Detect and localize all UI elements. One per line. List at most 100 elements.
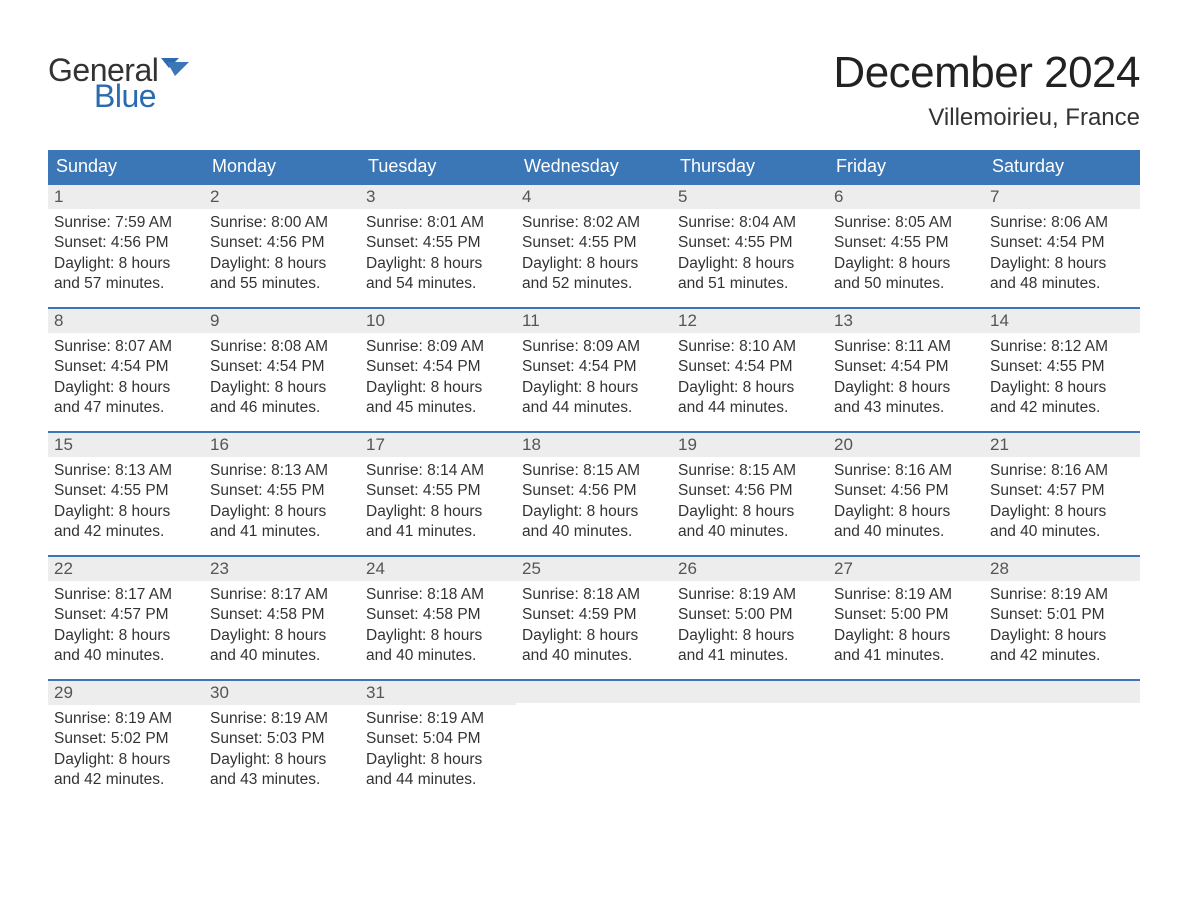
day-details: Sunrise: 8:13 AMSunset: 4:55 PMDaylight:… xyxy=(48,457,204,549)
sunset-line: Sunset: 5:04 PM xyxy=(366,729,510,749)
daylight-line: and 40 minutes. xyxy=(210,646,354,666)
daylight-line: Daylight: 8 hours xyxy=(990,254,1134,274)
sunrise-line: Sunrise: 7:59 AM xyxy=(54,213,198,233)
day-details: Sunrise: 8:09 AMSunset: 4:54 PMDaylight:… xyxy=(360,333,516,425)
sunset-line: Sunset: 4:56 PM xyxy=(678,481,822,501)
sunrise-line: Sunrise: 8:19 AM xyxy=(834,585,978,605)
calendar-day-cell: 1Sunrise: 7:59 AMSunset: 4:56 PMDaylight… xyxy=(48,183,204,307)
month-title: December 2024 xyxy=(833,48,1140,98)
daylight-line: and 40 minutes. xyxy=(522,646,666,666)
calendar-day-cell: 19 Sunrise: 8:15 AMSunset: 4:56 PMDayligh… xyxy=(672,431,828,555)
daylight-line: Daylight: 8 hours xyxy=(54,254,198,274)
sunrise-line: Sunrise: 8:17 AM xyxy=(210,585,354,605)
day-details: Sunrise: 8:15 AMSunset: 4:56 PMDaylight:… xyxy=(516,457,672,549)
sunset-line: Sunset: 5:02 PM xyxy=(54,729,198,749)
title-block: December 2024 Villemoirieu, France xyxy=(833,48,1140,132)
daylight-line: and 43 minutes. xyxy=(210,770,354,790)
day-details: Sunrise: 8:13 AMSunset: 4:55 PMDaylight:… xyxy=(204,457,360,549)
calendar-week-row: 29 Sunrise: 8:19 AM Sunset: 5:02 PM Dayligh… xyxy=(48,679,1140,803)
sunset-line: Sunset: 4:56 PM xyxy=(522,481,666,501)
brand-logo: General Blue xyxy=(48,48,189,112)
day-number: 29 xyxy=(48,679,204,705)
calendar-day-cell: 24Sunrise: 8:18 AMSunset: 4:58 PMDayligh… xyxy=(360,555,516,679)
daylight-line: and 57 minutes. xyxy=(54,274,198,294)
calendar-empty-cell xyxy=(828,679,984,803)
sunset-line: Sunset: 5:03 PM xyxy=(210,729,354,749)
daylight-line: Daylight: 8 hours xyxy=(366,378,510,398)
calendar-day-cell: 16Sunrise: 8:13 AMSunset: 4:55 PMDayligh… xyxy=(204,431,360,555)
daylight-line: and 46 minutes. xyxy=(210,398,354,418)
calendar-page: General Blue December 2024 Villemoirieu,… xyxy=(0,0,1188,843)
calendar-day-cell: 18Sunrise: 8:15 AMSunset: 4:56 PMDayligh… xyxy=(516,431,672,555)
sunrise-line: Sunrise: 8:15 AM xyxy=(678,461,822,481)
sunset-line: Sunset: 4:56 PM xyxy=(834,481,978,501)
daylight-line: Daylight: 8 hours xyxy=(678,502,822,522)
daylight-line: Daylight: 8 hours xyxy=(834,254,978,274)
sunset-line: Sunset: 4:58 PM xyxy=(366,605,510,625)
sunset-line: Sunset: 4:55 PM xyxy=(366,233,510,253)
day-details: Sunrise: 8:19 AMSunset: 5:01 PMDaylight:… xyxy=(984,581,1140,673)
day-number: 25 xyxy=(516,555,672,581)
sunset-line: Sunset: 4:56 PM xyxy=(54,233,198,253)
daylight-line: Daylight: 8 hours xyxy=(522,254,666,274)
empty-day-header xyxy=(984,679,1140,703)
calendar-day-cell: 25Sunrise: 8:18 AMSunset: 4:59 PMDayligh… xyxy=(516,555,672,679)
day-details: Sunrise: 8:04 AMSunset: 4:55 PMDaylight:… xyxy=(672,209,828,301)
daylight-line: and 42 minutes. xyxy=(54,770,198,790)
daylight-line: and 40 minutes. xyxy=(54,646,198,666)
calendar-day-cell: 3Sunrise: 8:01 AMSunset: 4:55 PMDaylight… xyxy=(360,183,516,307)
daylight-line: Daylight: 8 hours xyxy=(834,626,978,646)
day-number: 22 xyxy=(48,555,204,581)
day-number: 27 xyxy=(828,555,984,581)
sunrise-line: Sunrise: 8:02 AM xyxy=(522,213,666,233)
daylight-line: Daylight: 8 hours xyxy=(210,378,354,398)
daylight-line: and 42 minutes. xyxy=(990,398,1134,418)
day-details: Sunrise: 8:05 AMSunset: 4:55 PMDaylight:… xyxy=(828,209,984,301)
daylight-line: Daylight: 8 hours xyxy=(522,378,666,398)
sunset-line: Sunset: 4:54 PM xyxy=(210,357,354,377)
sunset-line: Sunset: 4:54 PM xyxy=(366,357,510,377)
day-number: 30 xyxy=(204,679,360,705)
sunrise-line: Sunrise: 8:18 AM xyxy=(522,585,666,605)
daylight-line: and 40 minutes. xyxy=(366,646,510,666)
daylight-line: Daylight: 8 hours xyxy=(678,626,822,646)
calendar-day-cell: 13Sunrise: 8:11 AMSunset: 4:54 PMDayligh… xyxy=(828,307,984,431)
sunrise-line: Sunrise: 8:00 AM xyxy=(210,213,354,233)
daylight-line: Daylight: 8 hours xyxy=(210,626,354,646)
day-number: 17 xyxy=(360,431,516,457)
day-number: 12 xyxy=(672,307,828,333)
sunset-line: Sunset: 4:55 PM xyxy=(522,233,666,253)
daylight-line: and 47 minutes. xyxy=(54,398,198,418)
calendar-day-cell: 15Sunrise: 8:13 AMSunset: 4:55 PMDayligh… xyxy=(48,431,204,555)
day-details: Sunrise: 8:19 AMSunset: 5:00 PMDaylight:… xyxy=(828,581,984,673)
daylight-line: Daylight: 8 hours xyxy=(54,502,198,522)
day-number: 11 xyxy=(516,307,672,333)
calendar-empty-cell xyxy=(984,679,1140,803)
calendar-day-cell: 8Sunrise: 8:07 AMSunset: 4:54 PMDaylight… xyxy=(48,307,204,431)
sunrise-line: Sunrise: 8:19 AM xyxy=(210,709,354,729)
weekday-header: Tuesday xyxy=(360,150,516,183)
sunset-line: Sunset: 4:56 PM xyxy=(210,233,354,253)
calendar-table: SundayMondayTuesdayWednesdayThursdayFrid… xyxy=(48,150,1140,803)
day-number: 14 xyxy=(984,307,1140,333)
daylight-line: and 41 minutes. xyxy=(210,522,354,542)
daylight-line: and 41 minutes. xyxy=(834,646,978,666)
calendar-day-cell: 5Sunrise: 8:04 AMSunset: 4:55 PMDaylight… xyxy=(672,183,828,307)
daylight-line: and 54 minutes. xyxy=(366,274,510,294)
sunrise-line: Sunrise: 8:10 AM xyxy=(678,337,822,357)
weekday-header: Saturday xyxy=(984,150,1140,183)
calendar-day-cell: 31Sunrise: 8:19 AMSunset: 5:04 PMDayligh… xyxy=(360,679,516,803)
daylight-line: and 51 minutes. xyxy=(678,274,822,294)
day-number: 19 xyxy=(672,431,828,457)
calendar-day-cell: 29Sunrise: 8:19 AMSunset: 5:02 PMDayligh… xyxy=(48,679,204,803)
weekday-header: Wednesday xyxy=(516,150,672,183)
calendar-week-row: 22Sunrise: 8:17 AMSunset: 4:57 PMDayligh… xyxy=(48,555,1140,679)
daylight-line: Daylight: 8 hours xyxy=(678,378,822,398)
daylight-line: Daylight: 8 hours xyxy=(366,750,510,770)
daylight-line: and 43 minutes. xyxy=(834,398,978,418)
sunset-line: Sunset: 4:55 PM xyxy=(210,481,354,501)
calendar-day-cell: 12Sunrise: 8:10 AMSunset: 4:54 PMDayligh… xyxy=(672,307,828,431)
daylight-line: and 41 minutes. xyxy=(366,522,510,542)
day-number: 2 xyxy=(204,183,360,209)
sunset-line: Sunset: 4:54 PM xyxy=(522,357,666,377)
